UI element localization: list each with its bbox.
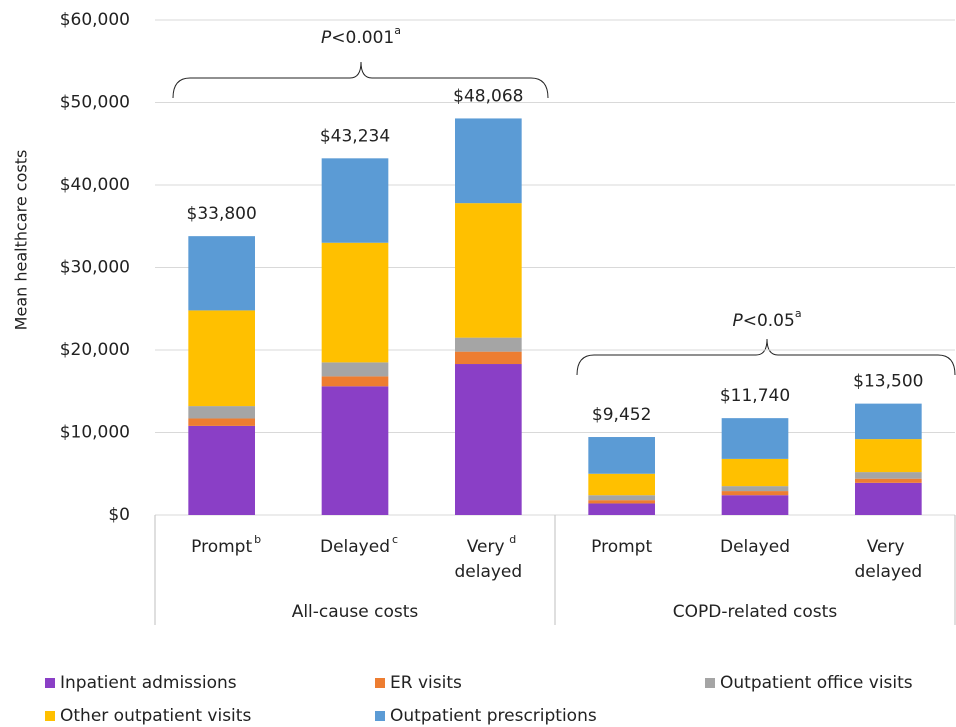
bracket <box>576 338 956 376</box>
group-label: COPD-related costs <box>673 602 838 622</box>
bar-segment <box>188 425 255 515</box>
legend-swatch <box>375 711 385 721</box>
y-tick-label: $20,000 <box>60 340 130 360</box>
bar-segment <box>721 486 789 492</box>
bar-segment <box>455 337 522 352</box>
total-label: $11,740 <box>720 386 790 406</box>
legend-swatch <box>45 711 55 721</box>
bar-segment <box>588 503 655 515</box>
bar-segment <box>455 118 522 204</box>
legend-label: ER visits <box>390 673 462 693</box>
legend-label: Other outpatient visits <box>60 706 251 726</box>
legend-label: Outpatient prescriptions <box>390 706 597 726</box>
bar-segment <box>455 203 522 338</box>
x-tick-label: Delayed <box>320 537 390 557</box>
bar-segment <box>321 158 389 243</box>
bar-segment <box>855 403 922 440</box>
legend-swatch <box>45 678 55 688</box>
total-label: $9,452 <box>592 405 651 425</box>
bar-segment <box>588 500 655 504</box>
x-tick-label: Very delayed <box>454 537 522 582</box>
total-label: $43,234 <box>320 126 390 146</box>
bar-segment <box>721 495 789 515</box>
bar-segment <box>188 310 255 407</box>
y-tick-label: $60,000 <box>60 10 130 30</box>
total-label: $33,800 <box>187 204 257 224</box>
legend-swatch <box>375 678 385 688</box>
bar-segment <box>588 473 655 496</box>
bar-segment <box>855 482 922 515</box>
legend-label: Inpatient admissions <box>60 673 237 693</box>
bar-segment <box>321 242 389 363</box>
bar-segment <box>321 386 389 515</box>
bracket <box>172 61 549 99</box>
y-tick-label: $40,000 <box>60 175 130 195</box>
y-tick-label: $10,000 <box>60 423 130 443</box>
legend-swatch <box>705 678 715 688</box>
bar-segment <box>588 437 655 474</box>
group-label: All-cause costs <box>292 602 419 622</box>
p-value-annotation: P<0.05a <box>732 307 801 331</box>
y-axis-label: Mean healthcare costs <box>12 150 31 331</box>
legend-label: Outpatient office visits <box>720 673 913 693</box>
bar-segment <box>588 495 655 501</box>
bar-segment <box>321 376 389 387</box>
y-tick-label: $50,000 <box>60 93 130 113</box>
bar-segment <box>855 478 922 483</box>
bar-segment <box>188 418 255 426</box>
y-tick-label: $30,000 <box>60 258 130 278</box>
total-label: $13,500 <box>853 372 923 392</box>
bar-segment <box>455 351 522 365</box>
footnote-marker: d <box>509 533 516 546</box>
x-tick-label: Prompt <box>191 537 252 557</box>
bar-segment <box>721 458 789 487</box>
bar-segment <box>321 362 389 377</box>
bar-segment <box>188 236 255 311</box>
footnote-marker: b <box>254 533 261 546</box>
y-tick-label: $0 <box>108 505 130 525</box>
bar-segment <box>855 472 922 479</box>
bar-segment <box>721 418 789 459</box>
x-tick-label: Delayed <box>720 537 790 557</box>
x-tick-label: Very delayed <box>854 537 922 582</box>
bar-segment <box>188 406 255 419</box>
footnote-marker: c <box>392 533 398 546</box>
bar-segment <box>855 439 922 473</box>
p-value-annotation: P<0.001a <box>321 24 401 48</box>
x-tick-label: Prompt <box>591 537 652 557</box>
bar-segment <box>455 364 522 515</box>
total-label: $48,068 <box>453 86 523 106</box>
bar-segment <box>721 491 789 496</box>
